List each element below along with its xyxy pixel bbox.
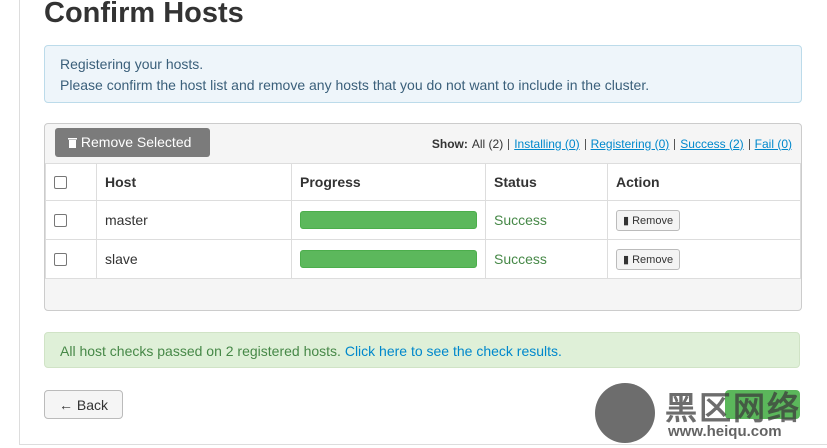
remove-button[interactable]: ▮ Remove <box>616 248 681 270</box>
column-header: Action <box>607 163 801 201</box>
hosts-table: Host Progress Status Action master Succe… <box>45 163 801 279</box>
column-header: Host <box>96 163 292 201</box>
success-alert: All host checks passed on 2 registered h… <box>44 332 800 368</box>
remove-selected-button[interactable]: Remove Selected <box>55 128 210 157</box>
checkbox[interactable] <box>54 175 67 189</box>
info-line: Registering your hosts. <box>60 56 204 72</box>
filters: Show: All (2) Installing (0) Registering… <box>432 137 792 151</box>
watermark-name: 黑区网络 <box>665 390 802 426</box>
trash-icon <box>68 138 77 148</box>
next-button[interactable] <box>725 390 800 419</box>
back-button[interactable]: ← Back <box>44 390 123 419</box>
info-line: Please confirm the host list and remove … <box>60 77 650 93</box>
button-label: Remove Selected <box>80 134 192 150</box>
column-header: Progress <box>291 163 486 201</box>
checkbox[interactable] <box>54 252 67 266</box>
watermark-logo <box>595 383 655 443</box>
host-row: slave Success ▮ Remove <box>45 239 801 279</box>
bottom-border <box>19 444 827 445</box>
filter-link[interactable]: Fail (0) <box>748 138 792 150</box>
checkbox[interactable] <box>54 213 67 227</box>
column-header: Status <box>485 163 608 201</box>
host-name: slave <box>96 239 292 279</box>
alert-link[interactable]: Click here to see the check results. <box>344 343 562 359</box>
header-row: Host Progress Status Action <box>45 163 801 201</box>
filter-link[interactable]: Registering (0) <box>584 138 675 150</box>
progress-bar <box>300 211 477 229</box>
host-name: master <box>96 200 292 240</box>
info-box: Registering your hosts. Please confirm t… <box>44 45 802 103</box>
remove-button[interactable]: ▮ Remove <box>616 209 681 231</box>
host-row: master Success ▮ Remove <box>45 200 801 240</box>
status: Success <box>485 239 608 279</box>
filter-current: All (2) <box>471 137 504 151</box>
alert-text: All host checks passed on 2 registered h… <box>60 343 341 359</box>
button-label: Remove <box>632 214 674 227</box>
show-label: Show: <box>431 137 468 151</box>
filter-link[interactable]: Installing (0) <box>508 138 584 150</box>
side-border <box>19 0 20 445</box>
progress-bar <box>300 250 477 268</box>
watermark-url: www.heiqu.com <box>668 423 782 440</box>
status: Success <box>485 200 608 240</box>
filter-link[interactable]: Success (2) <box>674 138 748 150</box>
button-label: Remove <box>632 253 674 266</box>
page-title: Confirm Hosts <box>44 0 244 29</box>
